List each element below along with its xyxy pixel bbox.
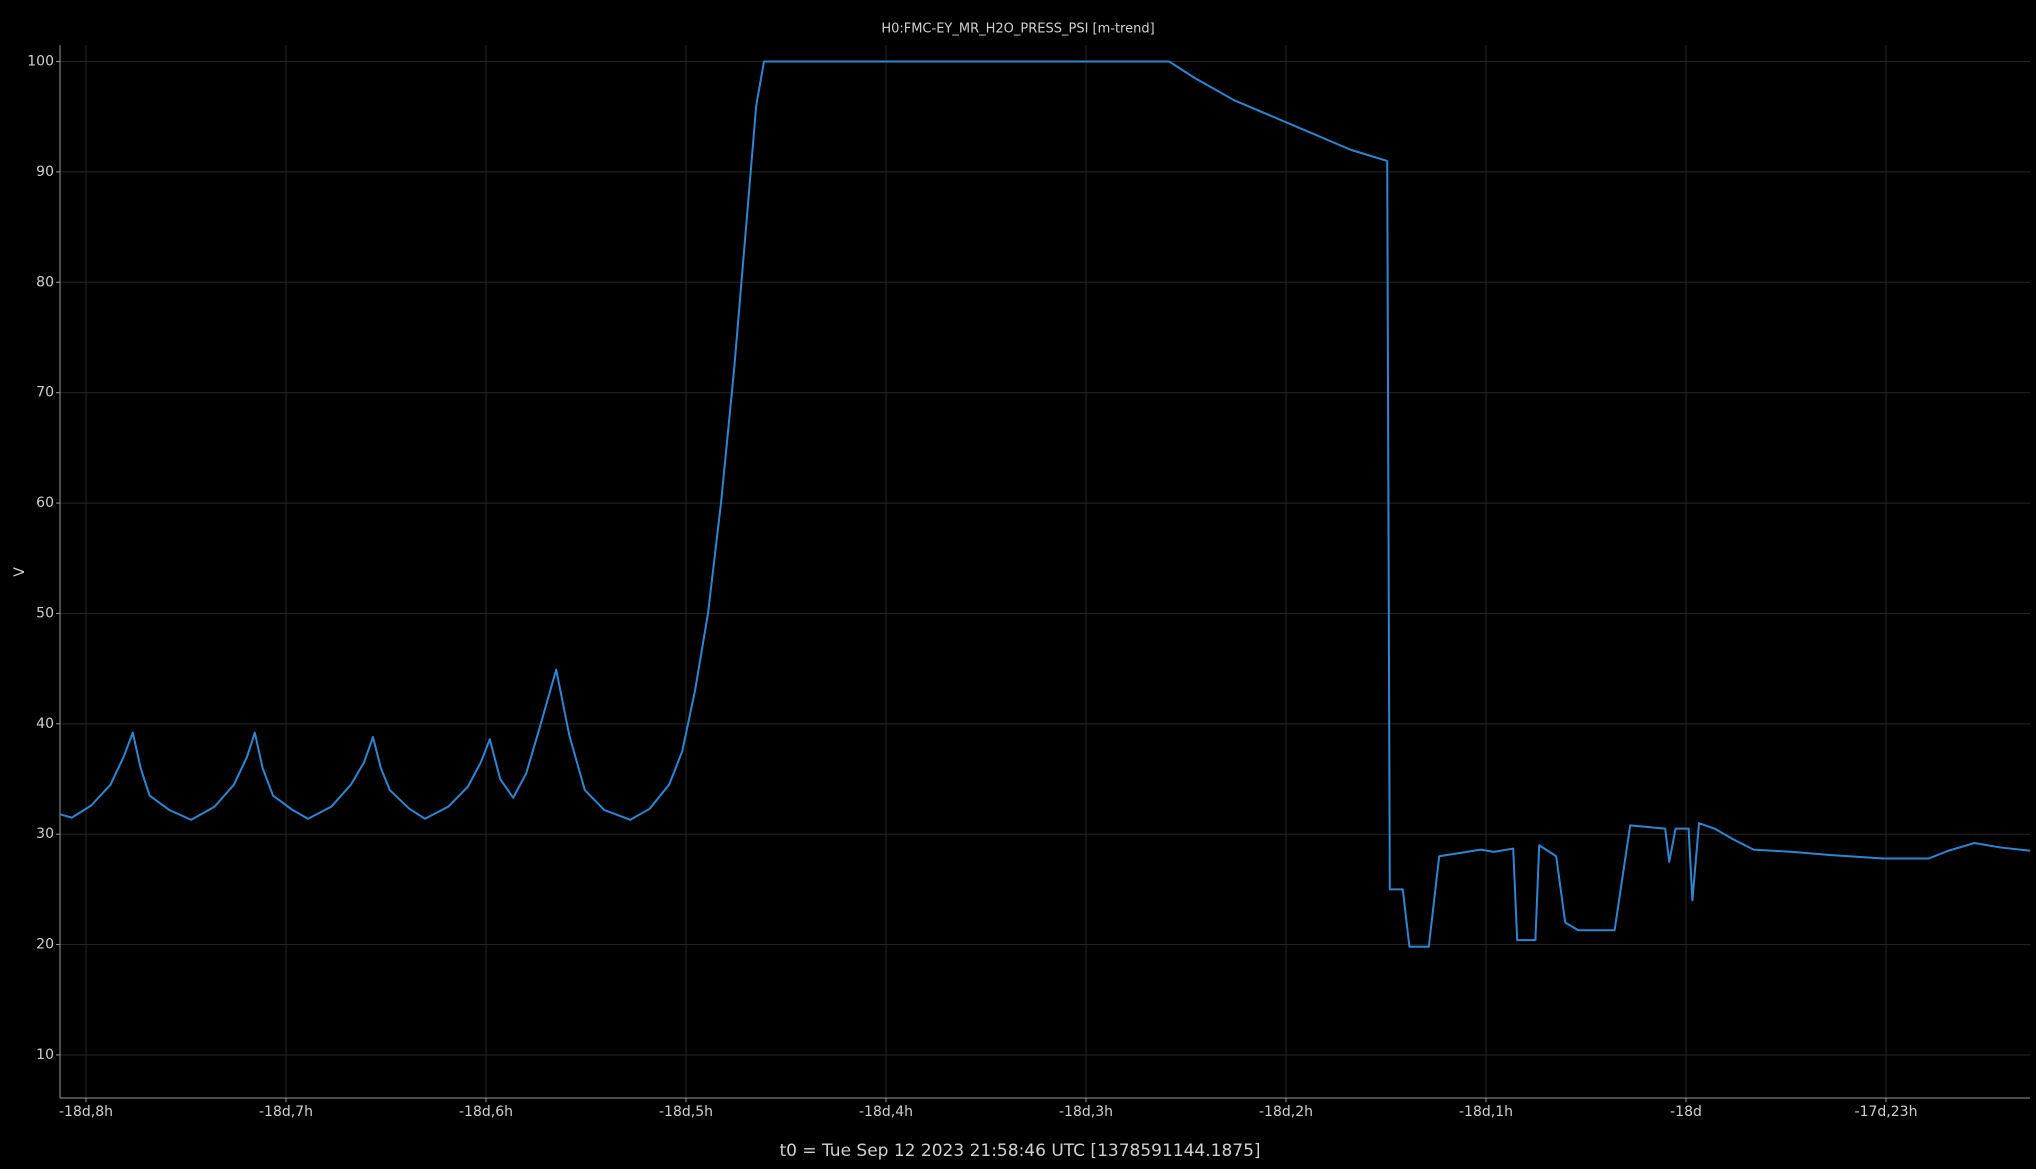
x-tick-label: -17d,23h	[1855, 1104, 1918, 1120]
y-tick-label: 30	[36, 826, 54, 842]
y-tick-label: 20	[36, 937, 54, 953]
x-tick-label: -18d,1h	[1459, 1104, 1513, 1120]
x-tick-label: -18d,8h	[59, 1104, 113, 1120]
x-tick-label: -18d,2h	[1259, 1104, 1313, 1120]
chart-title: H0:FMC-EY_MR_H2O_PRESS_PSI [m-trend]	[881, 22, 1154, 37]
x-axis-label: t0 = Tue Sep 12 2023 21:58:46 UTC [13785…	[779, 1141, 1260, 1161]
y-tick-label: 60	[36, 495, 54, 511]
x-tick-label: -18d,6h	[459, 1104, 513, 1120]
y-tick-label: 40	[36, 716, 54, 732]
y-tick-label: 50	[36, 605, 54, 621]
x-tick-label: -18d,4h	[859, 1104, 913, 1120]
x-tick-label: -18d,7h	[259, 1104, 313, 1120]
x-tick-label: -18d	[1670, 1104, 1702, 1120]
y-tick-label: 100	[27, 54, 54, 70]
y-axis-label: V	[12, 567, 28, 577]
x-tick-label: -18d,5h	[659, 1104, 713, 1120]
y-tick-label: 70	[36, 385, 54, 401]
y-tick-label: 10	[36, 1047, 54, 1063]
data-line	[59, 60, 2031, 948]
y-tick-label: 80	[36, 274, 54, 290]
x-tick-label: -18d,3h	[1059, 1104, 1113, 1120]
y-tick-label: 90	[36, 164, 54, 180]
